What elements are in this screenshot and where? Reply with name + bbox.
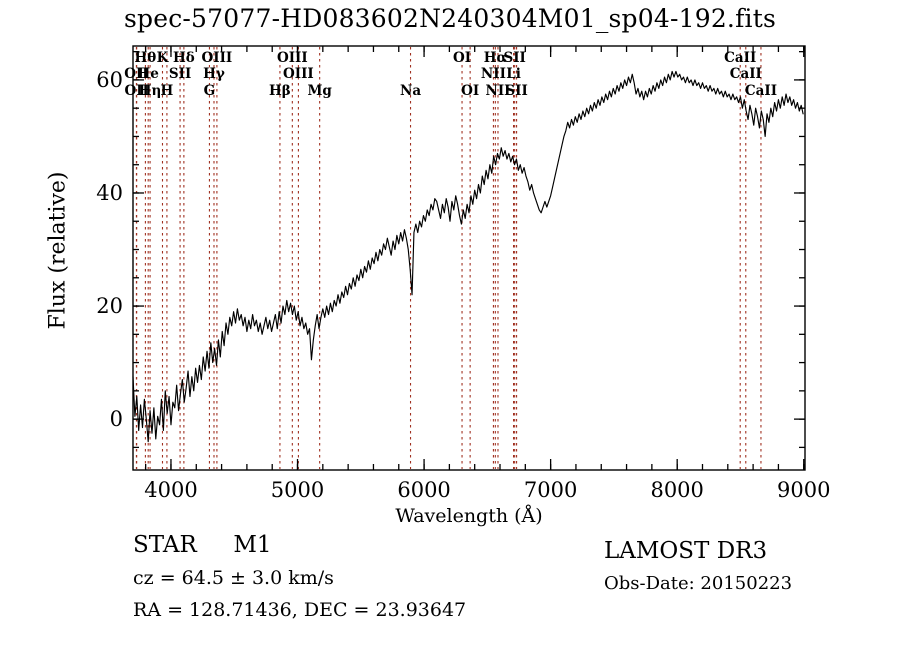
line-label-caii: CaII: [724, 50, 756, 66]
line-label-hη: Hη: [139, 83, 162, 99]
radial-velocity: cz = 64.5 ± 3.0 km/s: [133, 567, 334, 589]
x-tick-label-4000: 4000: [144, 478, 197, 502]
line-label-oii: OII: [124, 66, 148, 82]
x-tick-label-5000: 5000: [271, 478, 324, 502]
spectrum-trace-group: [132, 70, 804, 443]
line-label-hα: Hα: [484, 50, 508, 66]
y-tick-label-0: 0: [110, 407, 123, 431]
line-label-oii: OII: [124, 83, 148, 99]
line-label-sii: SII: [505, 83, 527, 99]
survey-name: LAMOST DR3: [604, 538, 768, 564]
line-label-oiii: OIII: [277, 50, 308, 66]
x-tick-label-7000: 7000: [524, 478, 577, 502]
object-class: STAR: [133, 532, 197, 558]
line-label-sii: SII: [503, 50, 525, 66]
y-tick-label-60: 60: [96, 68, 123, 92]
x-tick-label-9000: 9000: [777, 478, 830, 502]
line-label-caii: CaII: [745, 83, 777, 99]
x-tick-label-6000: 6000: [397, 478, 450, 502]
x-tick-label-8000: 8000: [650, 478, 703, 502]
line-label-mg: Mg: [307, 83, 332, 99]
line-label-hθ: Hθ: [135, 50, 157, 66]
metadata-right: LAMOST DR3 Obs-Date: 20150223: [604, 534, 792, 600]
axis-tick-group: [133, 46, 805, 470]
line-label-oi: OI: [461, 83, 479, 99]
metadata-footer: STAR M1 cz = 64.5 ± 3.0 km/s RA = 128.71…: [0, 528, 900, 649]
y-axis-title: Flux (relative): [45, 171, 71, 330]
spectrum-plot: 4000 5000 6000 7000 8000 9000 0 20 40 60 OII OII Hθ H…: [45, 45, 830, 527]
line-label-oiii: OIII: [283, 66, 314, 82]
line-label-k: K: [157, 50, 170, 66]
line-label-oi: OI: [453, 50, 471, 66]
line-label-he: He: [138, 66, 159, 82]
line-label-sii: SII: [169, 66, 191, 82]
sky-coordinates: RA = 128.71436, DEC = 23.93647: [133, 599, 467, 621]
line-marker-group: [135, 47, 762, 469]
line-label-hβ: Hβ: [269, 83, 291, 99]
line-label-g: G: [204, 83, 216, 99]
axis-frame-group: [132, 45, 806, 471]
x-axis-title: Wavelength (Å): [395, 505, 543, 527]
observation-date: Obs-Date: 20150223: [604, 573, 793, 594]
plot-frame: [132, 45, 806, 471]
spectral-type: M1: [233, 532, 272, 558]
line-label-nii: NII: [481, 66, 506, 82]
metadata-left: STAR M1 cz = 64.5 ± 3.0 km/s RA = 128.71…: [133, 528, 466, 626]
line-label-h: H: [161, 83, 174, 99]
y-tick-label-20: 20: [96, 294, 123, 318]
spectrum-trace: [132, 70, 804, 443]
line-label-oiii: OIII: [202, 50, 233, 66]
line-label-hγ: Hγ: [203, 66, 225, 82]
line-label-na: Na: [400, 83, 421, 99]
line-label-hδ: Hδ: [173, 50, 195, 66]
y-tick-label-40: 40: [96, 181, 123, 205]
page-title: spec-57077-HD083602N240304M01_sp04-192.f…: [123, 4, 777, 33]
line-label-li: Li: [506, 66, 521, 82]
object-summary: STAR M1: [133, 528, 466, 562]
line-label-nii: NII: [485, 83, 510, 99]
line-label-caii: CaII: [730, 66, 762, 82]
